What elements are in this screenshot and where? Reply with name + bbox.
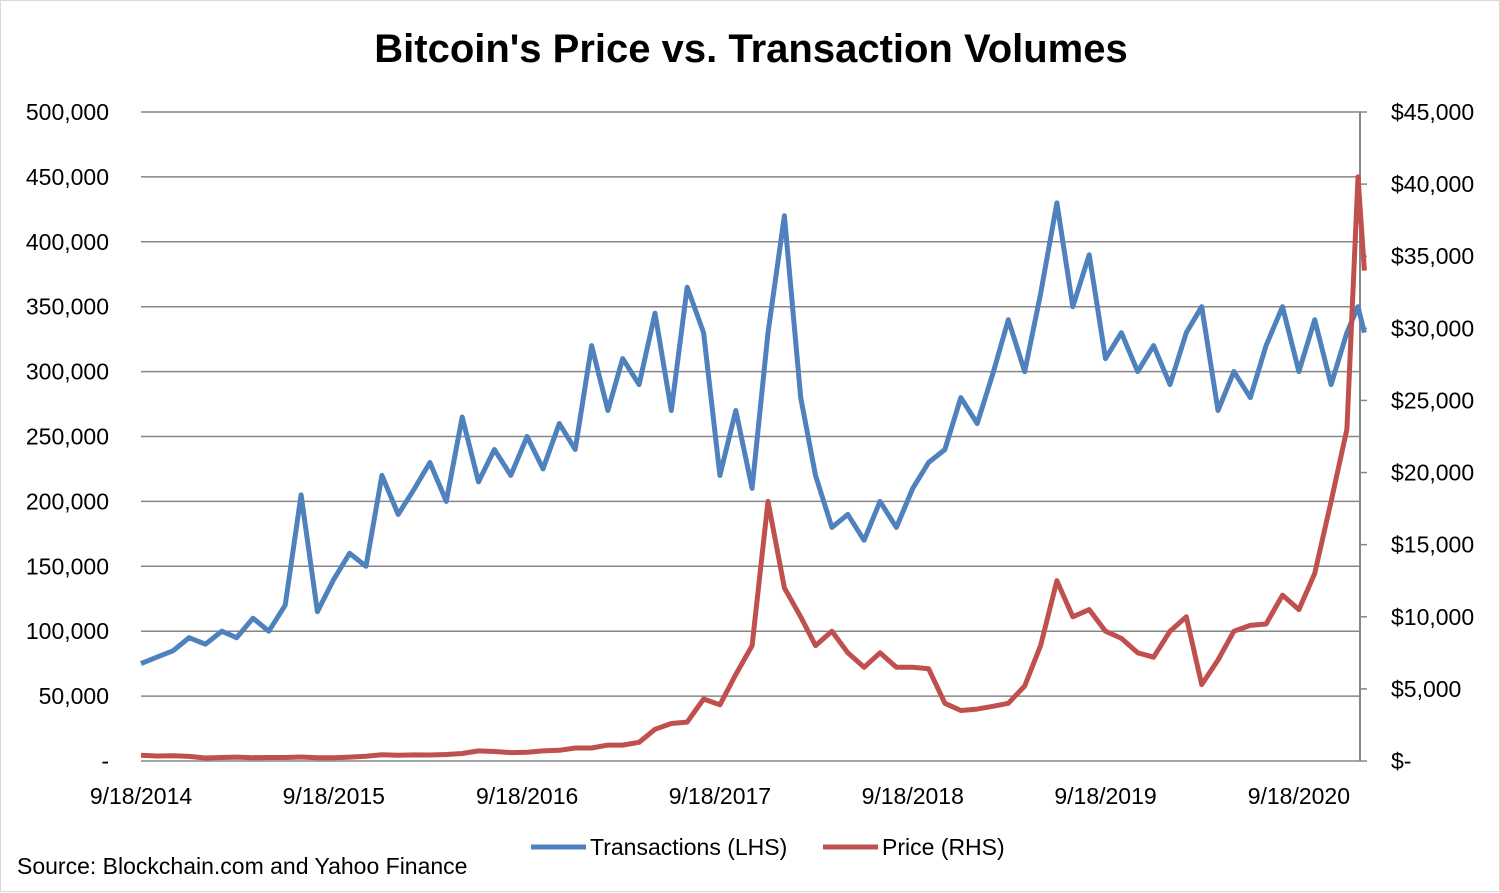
legend-label: Price (RHS): [882, 834, 1005, 860]
y-right-tick-label: $10,000: [1391, 604, 1474, 630]
y-left-tick-label: 250,000: [26, 424, 109, 450]
x-tick-label: 9/18/2019: [1054, 783, 1156, 809]
source-note: Source: Blockchain.com and Yahoo Finance: [17, 853, 468, 879]
x-tick-label: 9/18/2016: [476, 783, 578, 809]
legend-label: Transactions (LHS): [590, 834, 787, 860]
y-right-tick-label: $25,000: [1391, 387, 1474, 413]
y-left-tick-label: 300,000: [26, 359, 109, 385]
x-tick-label: 9/18/2017: [669, 783, 771, 809]
y-right-tick-label: $20,000: [1391, 460, 1474, 486]
y-right-tick-label: $40,000: [1391, 171, 1474, 197]
series-line-transactions: [140, 200, 1367, 666]
y-left-tick-label: 50,000: [39, 683, 109, 709]
x-tick-label: 9/18/2020: [1248, 783, 1350, 809]
chart-title: Bitcoin's Price vs. Transaction Volumes: [374, 27, 1128, 71]
y-right-tick-label: $30,000: [1391, 315, 1474, 341]
y-right-tick-label: $-: [1391, 748, 1411, 774]
y-left-tick-label: 200,000: [26, 488, 109, 514]
y-right-tick-label: $5,000: [1391, 676, 1461, 702]
y-left-tick-label: -: [101, 748, 109, 774]
y-right-tick-label: $35,000: [1391, 243, 1474, 269]
y-left-tick-label: 350,000: [26, 294, 109, 320]
y-left-tick-label: 450,000: [26, 164, 109, 190]
y-right-tick-label: $15,000: [1391, 532, 1474, 558]
y-left-tick-label: 500,000: [26, 99, 109, 125]
y-left-tick-label: 100,000: [26, 618, 109, 644]
y-right-tick-label: $45,000: [1391, 99, 1474, 125]
x-tick-label: 9/18/2018: [862, 783, 964, 809]
series-line-price: [140, 174, 1367, 761]
y-left-tick-label: 150,000: [26, 553, 109, 579]
y-left-tick-label: 400,000: [26, 229, 109, 255]
x-tick-label: 9/18/2014: [90, 783, 193, 809]
x-tick-label: 9/18/2015: [283, 783, 385, 809]
